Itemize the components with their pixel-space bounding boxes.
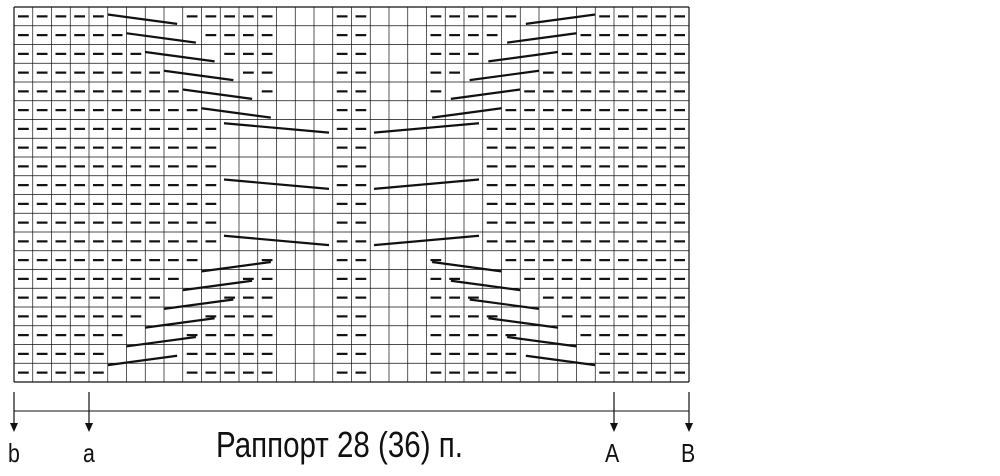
cable-cross-lines (107, 13, 596, 367)
cross-line (223, 178, 330, 190)
cross-line (488, 317, 558, 329)
cross-line (431, 260, 502, 273)
cross-line (506, 32, 577, 44)
cross-line (107, 354, 178, 367)
cross-line (223, 122, 330, 134)
cross-line (469, 298, 540, 310)
marker-arrow (685, 423, 693, 432)
cross-line (525, 354, 596, 367)
cross-line (506, 335, 577, 348)
marker-arrow (610, 423, 618, 432)
marker-a-label: a (83, 438, 95, 468)
cross-line (201, 107, 272, 119)
cross-line (163, 298, 234, 310)
purl-symbols (18, 15, 685, 374)
chart-grid (13, 6, 690, 383)
cross-line (488, 50, 558, 63)
cross-line (145, 317, 215, 329)
cross-line (373, 122, 480, 134)
cross-line (126, 335, 197, 348)
cross-line (182, 279, 253, 292)
cross-line (163, 69, 234, 82)
repeat-markers (10, 392, 693, 432)
cross-line (469, 69, 540, 82)
cross-line (450, 279, 521, 292)
marker-arrow (10, 423, 18, 432)
cross-line (145, 50, 215, 63)
marker-b-label: b (8, 438, 20, 468)
cross-line (450, 88, 521, 100)
cross-line (373, 234, 480, 247)
cross-line (525, 13, 596, 25)
cross-line (107, 13, 178, 25)
cross-line (373, 178, 480, 190)
cross-line (182, 88, 253, 100)
marker-B-label: B (681, 438, 696, 468)
cross-line (201, 260, 272, 273)
cross-line (126, 32, 197, 44)
cross-line (431, 107, 502, 119)
marker-arrow (85, 423, 93, 432)
marker-A-label: A (605, 438, 620, 468)
rapport-caption: Раппорт 28 (36) п. (216, 424, 463, 465)
cross-line (223, 234, 330, 247)
